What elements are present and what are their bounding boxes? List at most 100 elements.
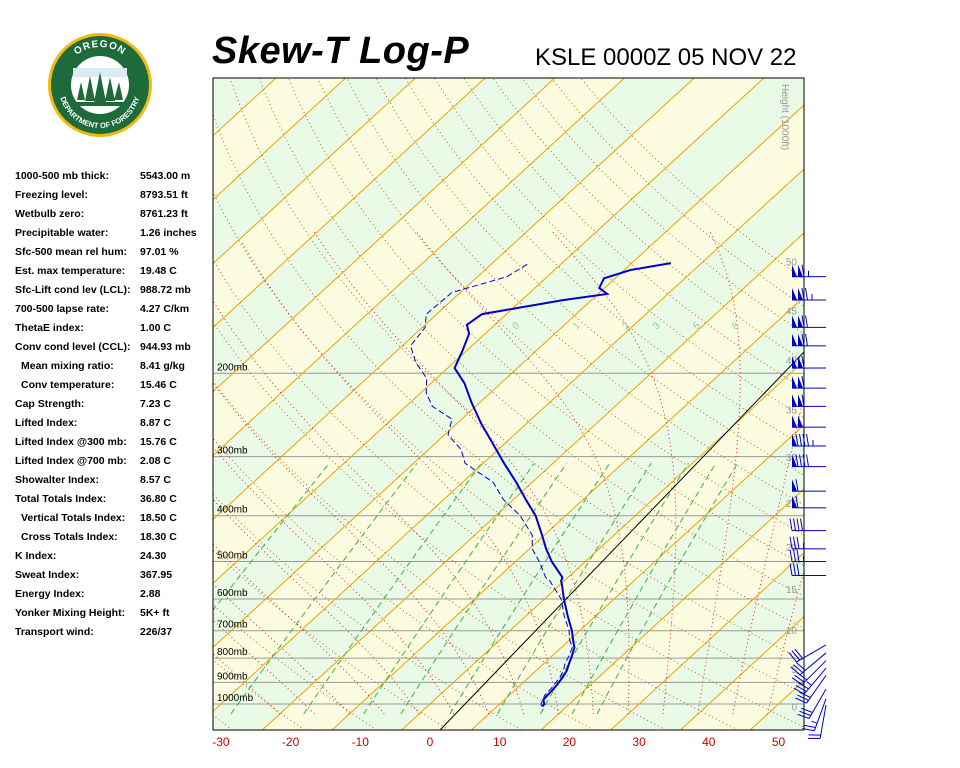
barb-flag	[789, 563, 793, 576]
wind-barb	[789, 536, 827, 550]
wind-barb	[791, 287, 827, 301]
dry-adiabat	[463, 78, 804, 390]
barb-flag	[796, 518, 800, 531]
moist-adiabat	[213, 652, 281, 715]
reference-line	[439, 351, 804, 730]
index-row: Lifted Index @700 mb: 2.08 C	[15, 455, 210, 474]
index-value: 15.46 C	[140, 379, 177, 391]
mixing-ratio-label: 0	[510, 320, 522, 331]
wind-barb	[802, 698, 827, 732]
index-row: Sweat Index: 367.95	[15, 569, 210, 588]
barb-pennant	[792, 288, 797, 300]
dry-adiabat	[346, 78, 804, 506]
index-row: Sfc-Lift cond lev (LCL): 988.72 mb	[15, 284, 210, 303]
pressure-label: 300mb	[217, 446, 248, 457]
pressure-label: 800mb	[217, 647, 248, 658]
isotherm	[213, 78, 486, 329]
barb-flag	[796, 536, 800, 549]
pressure-label: 900mb	[217, 671, 248, 682]
dry-adiabat	[213, 321, 739, 730]
index-label: Sfc-Lift cond lev (LCL):	[15, 284, 131, 296]
index-row: Mean mixing ratio: 8.41 g/kg	[15, 360, 210, 379]
height-tick-label: 45	[786, 307, 798, 318]
barb-flag	[795, 479, 799, 492]
isotherm	[261, 232, 804, 730]
barb-flag	[793, 664, 803, 673]
index-row: K Index: 24.30	[15, 550, 210, 569]
index-value: 944.93 mb	[140, 341, 191, 353]
index-label: Lifted Index:	[15, 417, 78, 429]
index-label: Lifted Index @700 mb:	[15, 455, 127, 467]
barb-flag	[795, 433, 799, 447]
barb-half-flag	[806, 681, 812, 686]
barb-pennant	[792, 434, 797, 446]
index-label: 1000-500 mb thick:	[15, 170, 109, 182]
height-tick-label: 40	[786, 356, 798, 367]
temperature-tick-label: 40	[702, 735, 716, 749]
height-axis-title: Height (1000ft)	[779, 84, 790, 150]
moist-adiabat	[415, 230, 630, 714]
barb-pennant	[792, 264, 797, 277]
barb-flag	[794, 674, 805, 683]
mixing-ratio-lines	[213, 462, 738, 715]
index-label: Transport wind:	[15, 626, 94, 638]
wind-barb	[791, 433, 827, 447]
index-row: Lifted Index: 8.87 C	[15, 417, 210, 436]
index-label: Est. max temperature:	[15, 265, 126, 277]
barb-flag	[793, 536, 796, 549]
barb-flag	[803, 724, 816, 728]
barb-pennant	[792, 495, 797, 508]
barb-pennant	[798, 415, 803, 428]
index-label: Energy Index:	[15, 588, 85, 600]
barb-flag	[805, 315, 808, 328]
barb-flag	[796, 549, 800, 562]
index-value: 988.72 mb	[140, 284, 191, 296]
index-value: 8761.23 ft	[140, 208, 188, 220]
wind-barbs	[788, 264, 827, 739]
moist-adiabat	[240, 240, 559, 715]
mixing-ratio-line	[596, 463, 738, 715]
barb-flag	[794, 648, 803, 659]
dry-adiabat	[229, 78, 804, 629]
barb-staff	[808, 688, 827, 719]
temperature-bands	[0, 78, 804, 730]
isotherm	[213, 104, 804, 648]
wind-barb	[791, 495, 827, 509]
station-time-label: KSLE 0000Z 05 NOV 22	[535, 44, 797, 71]
barb-flag	[800, 518, 803, 531]
temperature-tick-label: 30	[632, 735, 646, 749]
isotherm-lines	[213, 78, 804, 730]
wind-barb	[797, 688, 827, 719]
reference-line	[439, 351, 804, 730]
barb-flag	[795, 697, 807, 704]
height-tick-label: 10	[786, 626, 798, 637]
temp-band	[0, 78, 206, 730]
moist-adiabat	[213, 619, 315, 715]
dry-adiabat	[258, 78, 804, 597]
barb-flag	[806, 454, 809, 467]
index-row: Lifted Index @300 mb: 15.76 C	[15, 436, 210, 455]
wind-barb	[795, 675, 827, 704]
mixing-ratio-line	[449, 463, 611, 715]
moist-adiabat-lines	[213, 230, 804, 715]
barb-flag	[799, 691, 811, 698]
index-value: 8.41 g/kg	[140, 360, 185, 372]
index-row: 1000-500 mb thick: 5543.00 m	[15, 170, 210, 189]
barb-flag	[789, 518, 793, 531]
barb-flag	[802, 728, 815, 732]
wind-barb	[789, 563, 827, 576]
index-row: Wetbulb zero: 8761.23 ft	[15, 208, 210, 227]
wind-barb	[791, 479, 827, 492]
mixing-ratio-line	[400, 463, 568, 715]
index-row: Est. max temperature: 19.48 C	[15, 265, 210, 284]
index-row: Conv temperature: 15.46 C	[15, 379, 210, 398]
barb-flag	[793, 563, 796, 576]
barb-flag	[801, 394, 805, 407]
index-value: 5K+ ft	[140, 607, 170, 619]
index-row: Vertical Totals Index: 18.50 C	[15, 512, 210, 531]
temperature-trace	[453, 262, 671, 708]
wind-barb	[791, 315, 827, 328]
index-row: Precipitable water: 1.26 inches	[15, 227, 210, 246]
temperature-tick-label: -30	[212, 735, 230, 749]
index-value: 367.95	[140, 569, 173, 581]
